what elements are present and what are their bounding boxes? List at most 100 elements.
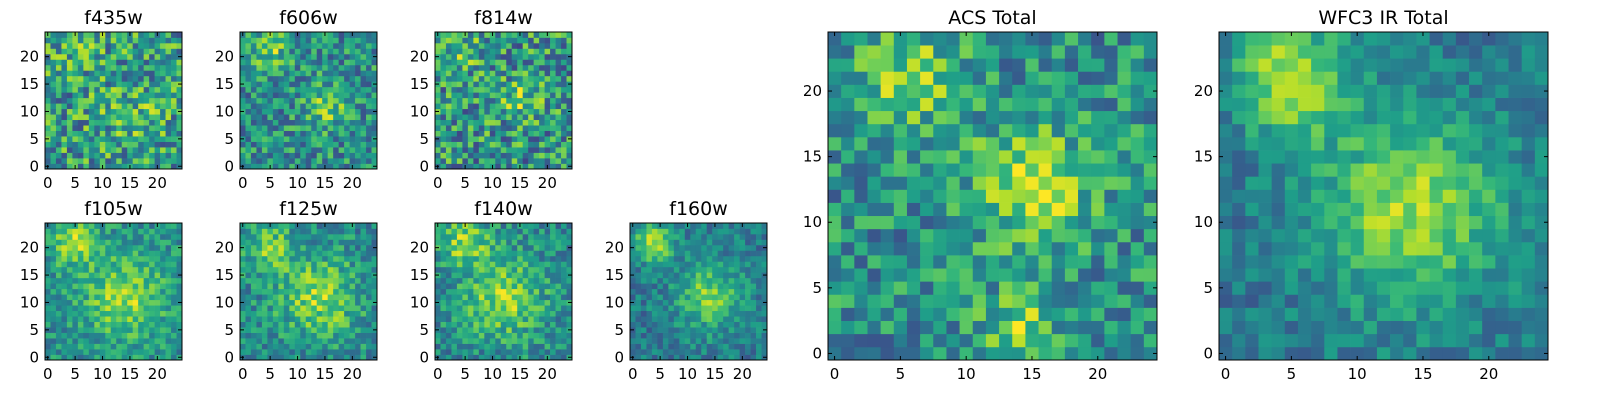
heatmap-cell [566, 294, 573, 301]
heatmap-cell [311, 223, 318, 229]
heatmap-cell [322, 233, 329, 240]
x-tick-label: 0 [43, 174, 53, 192]
heatmap-cell [999, 294, 1013, 308]
heatmap-cell [1051, 333, 1066, 348]
heatmap-cell [657, 332, 664, 339]
heatmap-cell [679, 272, 686, 279]
heatmap-cell [695, 299, 702, 306]
heatmap-cell [45, 283, 51, 290]
heatmap-cell [435, 141, 441, 148]
heatmap-cell [701, 310, 708, 317]
heatmap-cell [171, 158, 177, 164]
heatmap-cell [94, 266, 101, 273]
heatmap-cell [657, 250, 664, 257]
heatmap-cell [160, 277, 166, 284]
heatmap-cell [50, 152, 57, 159]
heatmap-cell [489, 53, 496, 60]
heatmap-cell [451, 97, 458, 104]
heatmap-cell [712, 349, 719, 355]
heatmap-cell [55, 332, 62, 339]
heatmap-cell [66, 70, 73, 77]
heatmap-cell [121, 75, 128, 82]
heatmap-cell [440, 283, 447, 290]
heatmap-cell [662, 299, 669, 306]
heatmap-cell [250, 239, 257, 246]
heatmap-cell [327, 338, 334, 344]
heatmap-cell [300, 266, 307, 273]
heatmap-cell [566, 48, 573, 55]
heatmap-cell [121, 266, 128, 273]
heatmap-cell [171, 163, 177, 170]
heatmap-cell [550, 266, 556, 273]
heatmap-cell [440, 42, 447, 49]
heatmap-cell [451, 272, 458, 279]
heatmap-cell [539, 244, 545, 251]
heatmap-cell [462, 70, 469, 77]
heatmap-cell [149, 223, 155, 229]
heatmap-cell [467, 37, 474, 44]
heatmap-cell [717, 332, 724, 339]
heatmap-cell [690, 343, 697, 350]
heatmap-cell [171, 108, 177, 115]
heatmap-cell [484, 261, 491, 268]
heatmap-cell [278, 255, 285, 262]
heatmap-cell [511, 349, 518, 355]
heatmap-cell [316, 277, 323, 284]
heatmap-cell [517, 59, 524, 66]
heatmap-cell [154, 261, 161, 268]
heatmap-cell [149, 59, 155, 66]
heatmap-cell [717, 343, 724, 350]
heatmap-cell [435, 75, 441, 82]
heatmap-cell [712, 239, 719, 246]
heatmap-cell [160, 305, 166, 312]
heatmap-cell [750, 288, 757, 295]
heatmap-cell [349, 255, 356, 262]
heatmap-cell [478, 343, 485, 350]
heatmap-cell [149, 141, 155, 148]
heatmap-cell [72, 92, 79, 99]
heatmap-cell [154, 288, 161, 295]
heatmap-cell [72, 119, 79, 126]
heatmap-cell [550, 103, 556, 110]
heatmap-cell [349, 86, 356, 93]
heatmap-cell [50, 266, 57, 273]
heatmap-cell [305, 354, 312, 361]
heatmap-cell [176, 86, 183, 93]
heatmap-cell [371, 37, 378, 44]
heatmap-cell [484, 125, 491, 131]
heatmap-cell [250, 310, 257, 317]
heatmap-cell [289, 53, 296, 60]
heatmap-cell [240, 294, 246, 301]
heatmap-cell [138, 294, 144, 301]
heatmap-cell [371, 70, 378, 77]
heatmap-cell [456, 48, 463, 55]
heatmap-cell [679, 299, 686, 306]
heatmap-cell [160, 163, 166, 170]
heatmap-cell [116, 299, 123, 306]
heatmap-cell [66, 75, 73, 82]
heatmap-cell [360, 250, 367, 257]
heatmap-cell [333, 92, 339, 99]
heatmap-cell [305, 53, 312, 60]
heatmap-cell [1064, 241, 1079, 256]
heatmap-cell [440, 37, 447, 44]
heatmap-cell [256, 152, 263, 159]
heatmap-cell [880, 307, 895, 321]
heatmap-cell [555, 147, 562, 153]
heatmap-cell [366, 233, 372, 240]
heatmap-cell [728, 250, 735, 257]
heatmap-cell [338, 327, 345, 333]
heatmap-cell [349, 92, 356, 99]
heatmap-cell [300, 53, 307, 60]
heatmap-cell [473, 332, 480, 339]
heatmap-cell [66, 125, 73, 131]
heatmap-cell [278, 125, 285, 131]
heatmap-cell [456, 32, 463, 38]
heatmap-cell [561, 92, 567, 99]
heatmap-cell [1117, 241, 1132, 256]
heatmap-cell [495, 75, 502, 82]
heatmap-cell [440, 119, 447, 126]
heatmap-cell [366, 136, 372, 142]
heatmap-cell [72, 136, 79, 142]
heatmap-cell [495, 97, 502, 104]
